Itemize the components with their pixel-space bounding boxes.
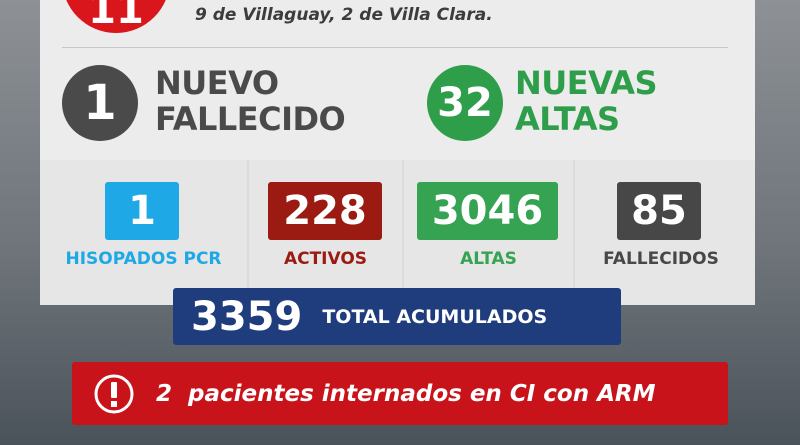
divider [247, 160, 249, 305]
divider [62, 47, 728, 48]
active-label: ACTIVOS [283, 249, 368, 269]
new-discharges-circle: 32 [427, 65, 503, 141]
total-bar: 3359 TOTAL ACUMULADOS [173, 288, 621, 345]
total-label: TOTAL ACUMULADOS [322, 305, 548, 328]
pcr-value: 1 [105, 182, 179, 240]
label-line: NUEVAS [515, 64, 658, 102]
divider [402, 160, 404, 305]
deaths-value: 85 [617, 182, 701, 240]
alert-bar: 2 pacientes internados en CI con ARM [72, 362, 728, 425]
exclamation-circle-icon [94, 374, 134, 413]
alert-text: 2 pacientes internados en CI con ARM [156, 380, 656, 407]
new-deaths-label: NUEVO FALLECIDO [155, 64, 346, 138]
label-line: ALTAS [515, 100, 620, 138]
active-value: 228 [268, 182, 382, 240]
discharges-label: ALTAS [460, 249, 517, 269]
label-line: FALLECIDO [155, 100, 346, 138]
total-value: 3359 [191, 293, 303, 340]
new-deaths-circle: 1 [62, 65, 138, 141]
label-line: NUEVO [155, 64, 279, 102]
deaths-label: FALLECIDOS [603, 249, 719, 269]
divider [573, 160, 575, 305]
cases-detail: 9 de Villaguay, 2 de Villa Clara. [195, 5, 493, 25]
new-discharges-label: NUEVAS ALTAS [515, 64, 658, 138]
pcr-label: HISOPADOS PCR [65, 249, 222, 269]
discharges-value: 3046 [417, 182, 558, 240]
